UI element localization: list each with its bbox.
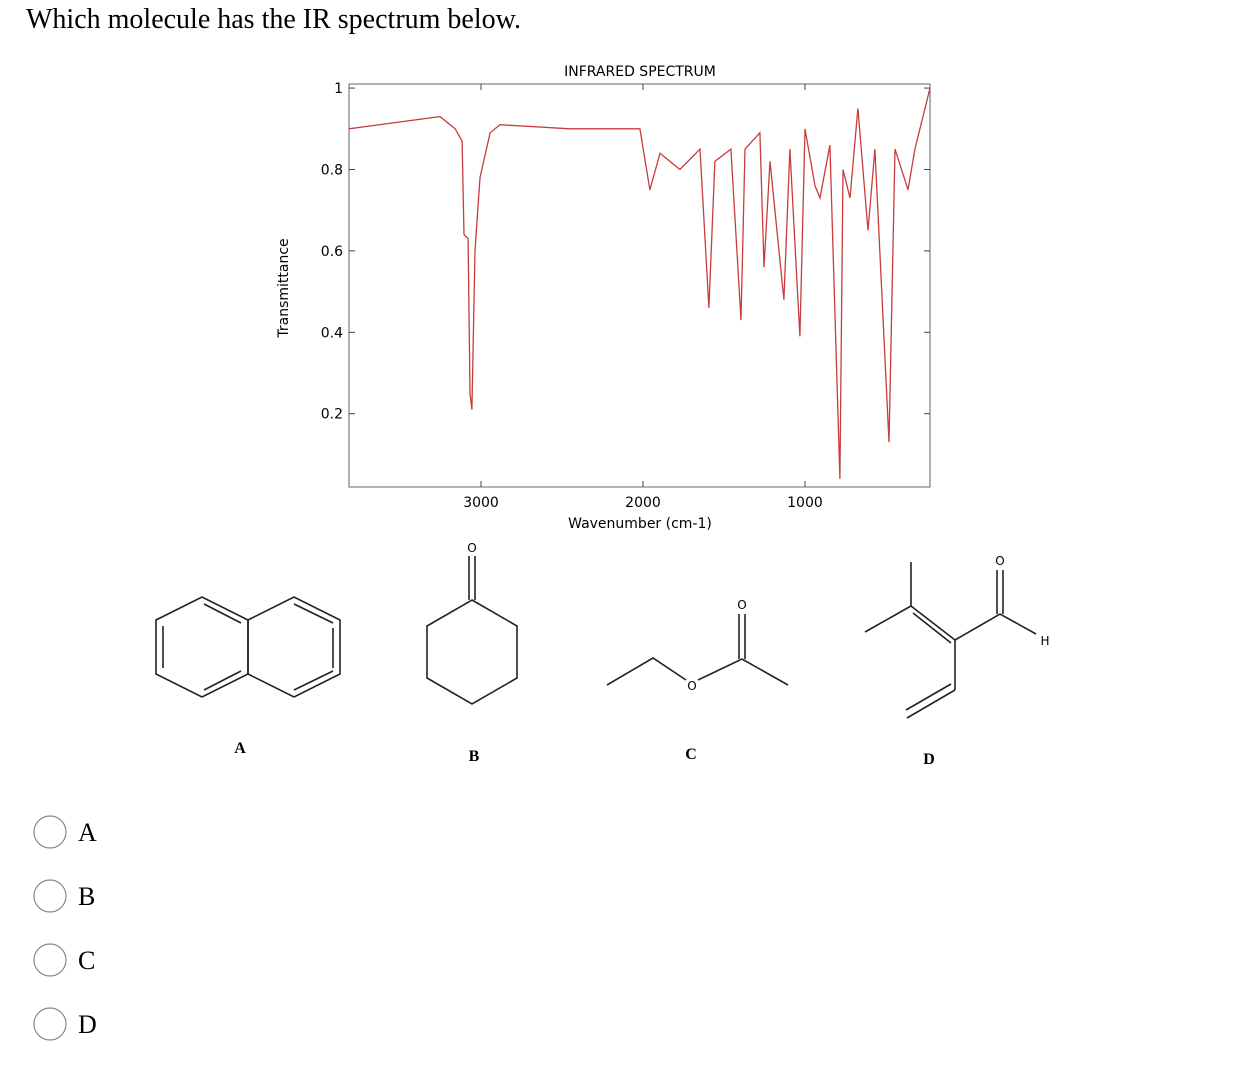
molecule-label: A [234,740,246,757]
option-label[interactable]: C [78,946,95,975]
x-tick-label: 2000 [625,495,661,511]
option-label[interactable]: B [78,882,95,911]
molecule-c: O O C [606,598,789,763]
molecule-label: B [469,748,480,765]
y-tick-label: 1 [334,81,343,97]
atom-label: H [1040,634,1049,648]
y-tick-label: 0.8 [321,162,343,178]
question: Which molecule has the IR spectrum below… [26,4,521,35]
option-label[interactable]: D [78,1010,97,1039]
molecule-d: O H D [864,554,1050,768]
ir-chart: INFRARED SPECTRUM Wavenumber (cm-1) Tran… [276,64,931,532]
molecule-b: O B [426,541,518,765]
x-tick-label: 3000 [463,495,499,511]
options: A B C D [33,815,97,1041]
radio-button[interactable] [33,1007,67,1041]
molecule-label: C [685,746,697,763]
radio-button[interactable] [33,879,67,913]
atom-label: O [737,598,746,612]
plot-frame [348,83,931,488]
molecule-label: D [923,751,935,768]
molecule-a: A [155,596,341,757]
y-tick-label: 0.6 [321,244,343,260]
spectrum-line [348,87,931,479]
y-tick-label: 0.2 [321,407,343,423]
x-axis-label: Wavenumber (cm-1) [568,516,712,532]
radio-button[interactable] [33,815,67,849]
atom-label: O [467,541,476,555]
x-tick-label: 1000 [787,495,823,511]
option-label[interactable]: A [78,818,97,847]
radio-button[interactable] [33,943,67,977]
atom-label: O [687,679,696,693]
y-axis-label: Transmittance [276,238,292,338]
y-tick-label: 0.4 [321,325,343,341]
chart-title: INFRARED SPECTRUM [564,64,716,80]
atom-label: O [995,554,1004,568]
